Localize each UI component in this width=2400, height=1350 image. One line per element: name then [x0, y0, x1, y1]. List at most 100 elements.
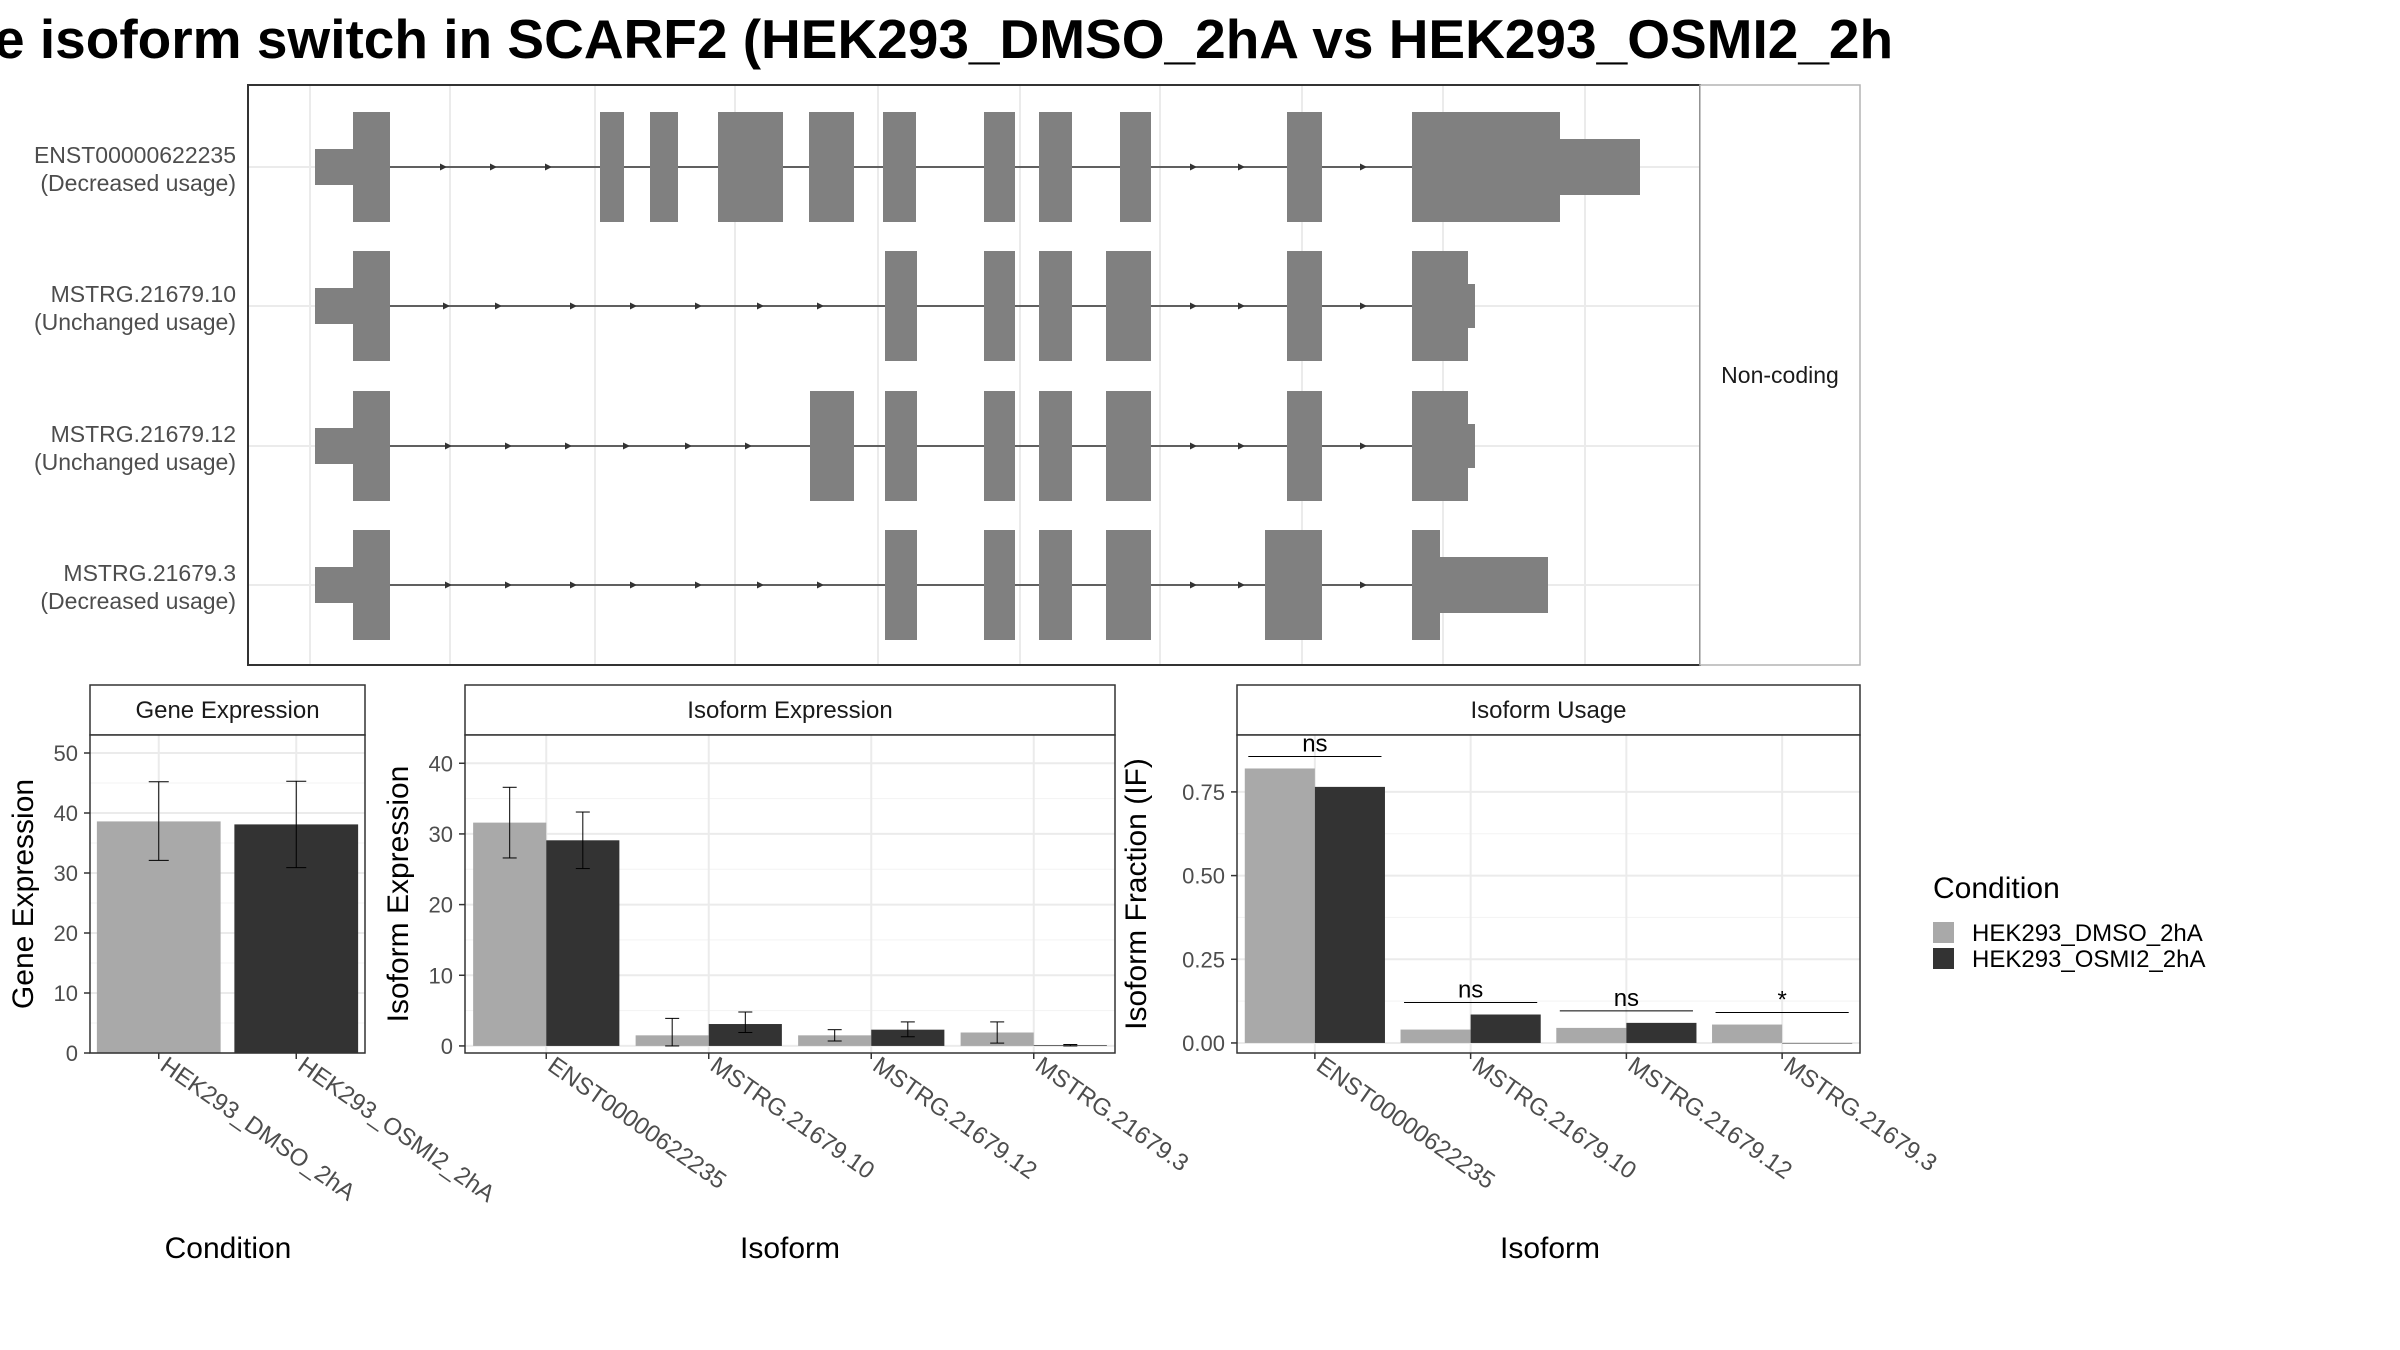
transcript-id-label: MSTRG.21679.10	[51, 281, 236, 307]
exon-block	[1106, 530, 1151, 640]
exon-block	[1560, 139, 1640, 195]
intron-arrow	[630, 581, 637, 589]
exon-block	[315, 288, 353, 324]
transcript-id-label: ENST00000622235	[34, 142, 236, 168]
y-tick-label: 0.00	[1182, 1031, 1225, 1056]
facet-strip-label: Isoform Usage	[1470, 697, 1626, 724]
bar	[1470, 1014, 1541, 1043]
exon-block	[984, 391, 1015, 501]
transcript-usage-label: (Unchanged usage)	[34, 309, 236, 335]
y-axis-title: Gene Expression	[7, 779, 40, 1009]
y-tick-label: 40	[54, 801, 78, 826]
bar	[1244, 768, 1315, 1043]
intron-arrow	[1360, 302, 1367, 310]
intron-arrow	[443, 302, 450, 310]
y-tick-label: 0.25	[1182, 947, 1225, 972]
facet-strip-label: Gene Expression	[135, 697, 319, 724]
intron-arrow	[745, 442, 752, 450]
x-tick-label: MSTRG.21679.10	[705, 1052, 879, 1185]
intron-arrow	[630, 302, 637, 310]
category-strip	[1699, 84, 1861, 666]
intron-arrow	[1238, 163, 1245, 171]
transcript-structure-panel: Non-coding ENST00000622235(Decreased usa…	[34, 84, 1861, 666]
exon-block	[315, 567, 353, 603]
transcript-track	[315, 112, 1640, 222]
exon-block	[315, 149, 353, 185]
intron-arrow	[570, 302, 577, 310]
intron-arrow	[817, 581, 824, 589]
intron-arrow	[445, 442, 452, 450]
y-tick-label: 0.75	[1182, 780, 1225, 805]
x-tick-label: ENST00000622235	[543, 1052, 731, 1195]
y-axis-title: Isoform Expression	[382, 766, 415, 1023]
exon-block	[984, 251, 1015, 361]
exon-block	[353, 391, 390, 501]
exon-block	[1440, 557, 1548, 613]
intron-arrow	[1190, 302, 1197, 310]
intron-arrow	[440, 163, 447, 171]
facet-strip-label: Isoform Expression	[687, 697, 892, 724]
significance-label: ns	[1458, 977, 1483, 1004]
x-axis-title: Isoform	[740, 1232, 840, 1265]
legend: Condition HEK293_DMSO_2hA HEK293_OSMI2_2…	[1933, 872, 2205, 973]
bar	[473, 822, 547, 1046]
transcript-track	[315, 530, 1548, 640]
y-tick-label: 20	[54, 921, 78, 946]
intron-arrow	[505, 581, 512, 589]
intron-arrow	[1360, 163, 1367, 171]
bar	[1782, 1042, 1853, 1044]
exon-block	[984, 112, 1015, 222]
transcript-usage-label: (Unchanged usage)	[34, 449, 236, 475]
exon-block	[353, 251, 390, 361]
bar	[1556, 1027, 1627, 1043]
x-tick-label: MSTRG.21679.3	[1779, 1052, 1942, 1177]
x-tick-label: MSTRG.21679.10	[1467, 1052, 1641, 1185]
exon-block	[1412, 251, 1468, 361]
exon-block	[1287, 391, 1322, 501]
exon-block	[1412, 391, 1468, 501]
facet-strip	[89, 684, 366, 736]
exon-block	[1039, 112, 1072, 222]
exon-block	[1287, 112, 1322, 222]
exon-block	[885, 530, 917, 640]
legend-key-dmso	[1933, 922, 1954, 943]
intron-arrow	[545, 163, 552, 171]
bar	[1400, 1029, 1471, 1043]
x-tick-label: MSTRG.21679.12	[1623, 1052, 1797, 1185]
y-tick-label: 50	[54, 741, 78, 766]
exon-block	[1039, 391, 1072, 501]
legend-title: Condition	[1933, 872, 2060, 905]
intron-arrow	[685, 442, 692, 450]
isoform-expression-panel: Isoform Expression 0 10 20 30 40 ENST000006222…	[382, 684, 1193, 1265]
bar	[1626, 1022, 1697, 1043]
y-tick-label: 40	[429, 751, 453, 776]
gene-expression-panel: Gene Expression01020304050HEK293_DMSO_2h…	[7, 684, 500, 1265]
x-tick-label: MSTRG.21679.12	[868, 1052, 1042, 1185]
bar	[1314, 786, 1385, 1043]
intron-arrow	[1238, 302, 1245, 310]
intron-arrow	[1190, 163, 1197, 171]
y-tick-label: 10	[429, 963, 453, 988]
exon-block	[353, 112, 390, 222]
intron-arrow	[695, 302, 702, 310]
y-axis-title: Isoform Fraction (IF)	[1120, 758, 1153, 1030]
y-tick-label: 0	[441, 1034, 453, 1059]
exon-block	[1106, 251, 1151, 361]
significance-label: *	[1777, 987, 1786, 1014]
intron-arrow	[490, 163, 497, 171]
transcript-id-label: MSTRG.21679.12	[51, 421, 236, 447]
x-tick-label: MSTRG.21679.3	[1030, 1052, 1193, 1177]
exon-block	[1468, 424, 1475, 468]
exon-block	[1039, 251, 1072, 361]
exon-block	[1412, 112, 1560, 222]
plot-border	[89, 734, 366, 1054]
y-tick-label: 20	[429, 893, 453, 918]
legend-key-osmi2	[1933, 948, 1954, 969]
exon-block	[600, 112, 624, 222]
exon-block	[650, 112, 678, 222]
significance-label: ns	[1614, 985, 1639, 1012]
exon-block	[810, 391, 854, 501]
transcript-usage-label: (Decreased usage)	[40, 588, 236, 614]
